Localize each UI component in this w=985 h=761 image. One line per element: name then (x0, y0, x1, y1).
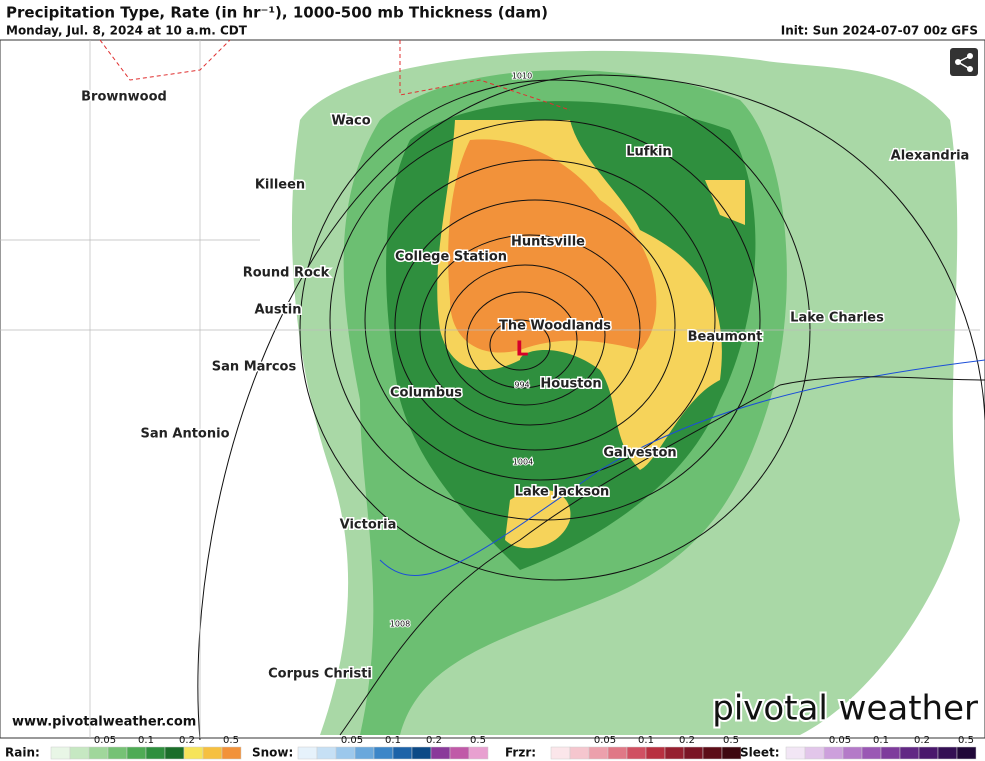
legend-tick: 0.1 (385, 735, 401, 746)
legend: Rain: 0.05 0.1 0.2 0.5 Snow: 0.05 0.1 0.2 0.5 Frzr… (5, 735, 977, 760)
city-label: Lufkin (626, 145, 672, 160)
rain-orange (448, 139, 657, 353)
legend-tick: 0.2 (426, 735, 442, 746)
legend-swatch (702, 746, 723, 760)
legend-tick: 0.2 (679, 735, 695, 746)
title: Precipitation Type, Rate (in hr⁻¹), 1000… (6, 4, 548, 22)
legend-swatch (335, 746, 356, 760)
site-url: www.pivotalweather.com (12, 715, 196, 730)
city-label: College Station (395, 250, 507, 265)
legend-tick: 0.1 (638, 735, 654, 746)
legend-tick: 0.05 (829, 735, 851, 746)
legend-label: Frzr: (505, 746, 536, 760)
legend-swatch (297, 746, 318, 760)
legend-swatch (430, 746, 451, 760)
city-label: Columbus (390, 386, 462, 401)
city-label: Brownwood (81, 90, 167, 105)
legend-swatch (588, 746, 609, 760)
legend-swatch (373, 746, 394, 760)
legend-swatch (164, 746, 185, 760)
legend-swatch (937, 746, 958, 760)
legend-swatch (468, 746, 489, 760)
contour-label: 1004 (513, 458, 533, 467)
legend-swatch (50, 746, 71, 760)
rain-yellow-2 (505, 489, 571, 549)
city-label: Waco (331, 114, 370, 129)
legend-label: Sleet: (740, 746, 780, 760)
legend-swatch (626, 746, 647, 760)
legend-swatch (861, 746, 882, 760)
legend-swatch (842, 746, 863, 760)
legend-swatch (683, 746, 704, 760)
legend-swatch (645, 746, 666, 760)
legend-tick: 0.5 (958, 735, 974, 746)
legend-swatch (316, 746, 337, 760)
contour-label: 1008 (390, 620, 410, 629)
legend-swatch (69, 746, 90, 760)
legend-swatch (202, 746, 223, 760)
legend-swatch (785, 746, 806, 760)
rain-yellow-3 (705, 180, 745, 225)
legend-swatch (880, 746, 901, 760)
legend-swatch (550, 746, 571, 760)
legend-tick: 0.2 (914, 735, 930, 746)
legend-swatch (221, 746, 242, 760)
legend-tick: 0.05 (94, 735, 116, 746)
city-label: Houston (540, 377, 601, 392)
city-label: Austin (255, 303, 302, 318)
legend-swatch (107, 746, 128, 760)
legend-tick: 0.05 (341, 735, 363, 746)
city-label: Alexandria (891, 149, 970, 164)
legend-tick: 0.5 (723, 735, 739, 746)
contour-label: 994 (514, 381, 529, 390)
city-label: Lake Charles (790, 311, 884, 326)
legend-tick: 0.2 (179, 735, 195, 746)
legend-swatch (411, 746, 432, 760)
legend-tick: 0.5 (223, 735, 239, 746)
map-labels: Brownwood Waco Killeen Lufkin Alexandria Hunt… (80, 71, 971, 684)
city-label: San Antonio (140, 427, 229, 442)
legend-swatch (664, 746, 685, 760)
share-button[interactable] (950, 48, 978, 76)
city-label: Beaumont (688, 330, 763, 345)
legend-swatch (569, 746, 590, 760)
legend-tick: 0.1 (138, 735, 154, 746)
city-label: Lake Jackson (515, 485, 610, 500)
low-marker: L (516, 337, 529, 361)
legend-swatch (145, 746, 166, 760)
city-label: Corpus Christi (268, 667, 372, 682)
init-time: Init: Sun 2024-07-07 00z GFS (781, 24, 978, 38)
legend-swatch (823, 746, 844, 760)
legend-tick: 0.5 (470, 735, 486, 746)
legend-swatch (449, 746, 470, 760)
city-label: Victoria (340, 518, 397, 533)
legend-swatch (899, 746, 920, 760)
map-layer (0, 39, 985, 741)
city-label: Huntsville (511, 235, 585, 250)
city-label: Round Rock (243, 266, 330, 281)
legend-swatch (126, 746, 147, 760)
legend-tick: 0.1 (873, 735, 889, 746)
legend-swatch (88, 746, 109, 760)
legend-swatch (804, 746, 825, 760)
legend-swatch (721, 746, 742, 760)
legend-label: Rain: (5, 746, 40, 760)
city-label: Galveston (603, 446, 676, 461)
legend-swatch (956, 746, 977, 760)
legend-tick: 0.05 (594, 735, 616, 746)
contour-label: 1010 (512, 72, 532, 81)
legend-swatch (183, 746, 204, 760)
legend-swatch (918, 746, 939, 760)
logo: pivotal weather (712, 689, 978, 729)
legend-swatch (354, 746, 375, 760)
city-label: Killeen (255, 178, 305, 193)
legend-label: Snow: (252, 746, 293, 760)
subtitle: Monday, Jul. 8, 2024 at 10 a.m. CDT (6, 24, 248, 38)
legend-swatch (607, 746, 628, 760)
legend-swatch (392, 746, 413, 760)
city-label: The Woodlands (499, 319, 611, 334)
city-label: San Marcos (212, 360, 297, 375)
